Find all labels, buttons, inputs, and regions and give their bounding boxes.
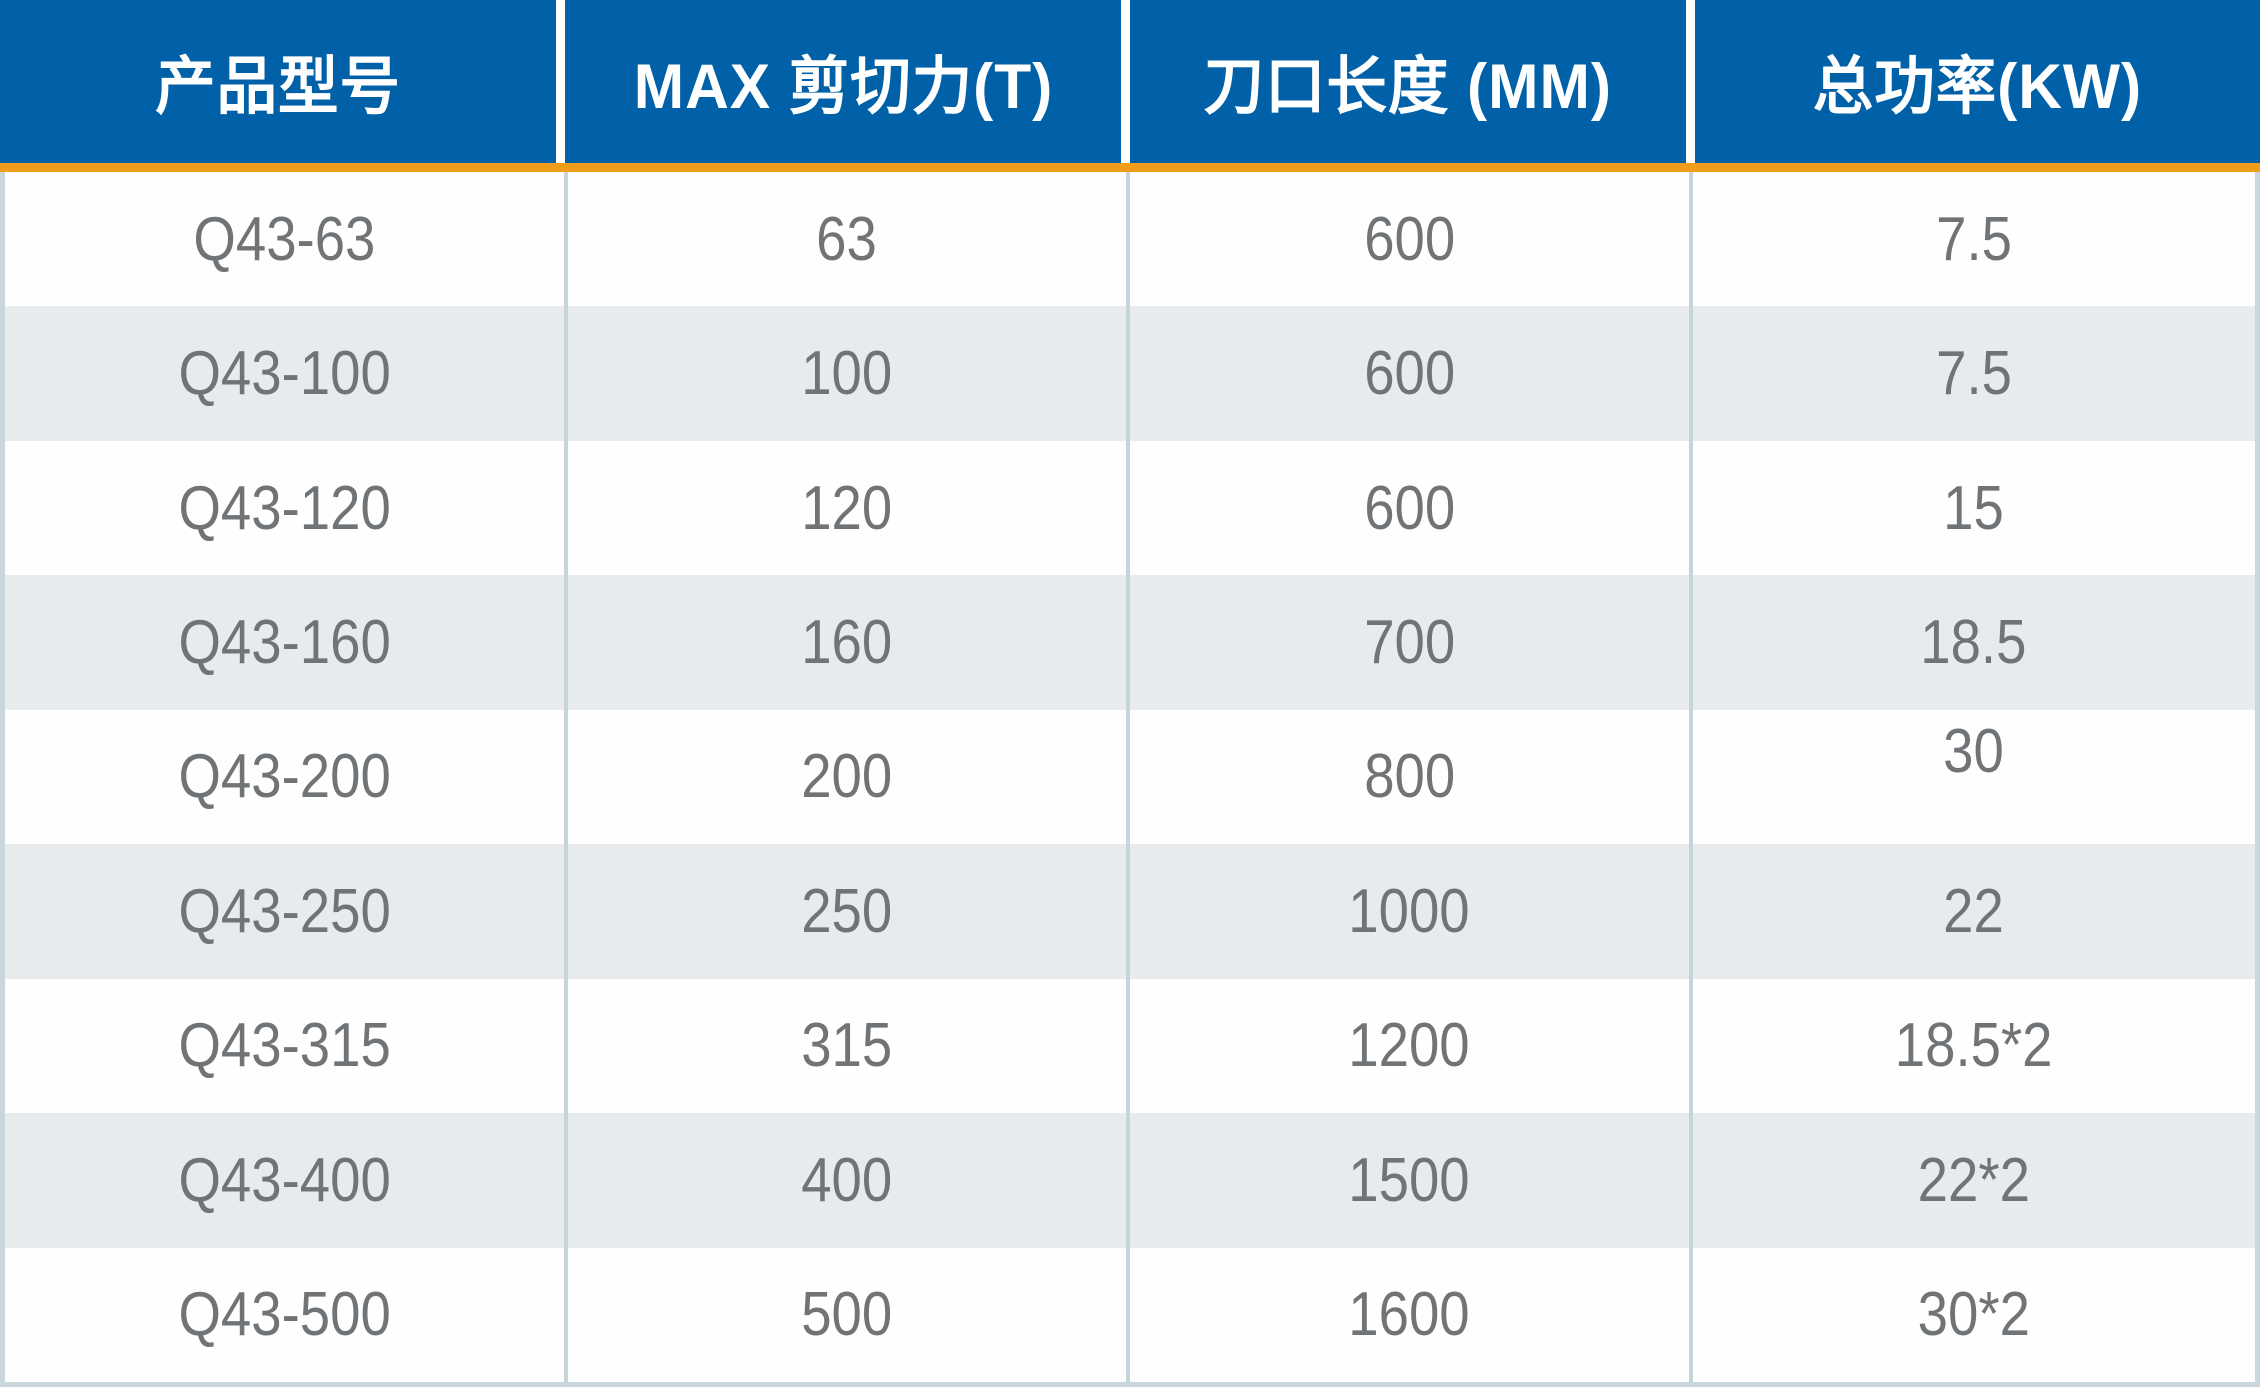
cell-max-shear-text: 120 (801, 473, 893, 543)
cell-total-power-text: 30*2 (1917, 1280, 2030, 1350)
cell-total-power-text: 18.5 (1920, 608, 2027, 678)
cell-model-text: Q43-63 (193, 204, 376, 274)
cell-model: Q43-120 (5, 440, 568, 576)
header-label-model: 产品型号 (155, 52, 401, 122)
cell-total-power-text: 30 (1943, 716, 2005, 786)
header-label-total-power: 总功率(KW) (1812, 52, 2143, 122)
cell-blade-length: 600 (1130, 306, 1693, 441)
cell-model-text: Q43-400 (178, 1145, 391, 1215)
cell-max-shear-text: 200 (801, 742, 893, 812)
cell-max-shear: 500 (568, 1247, 1130, 1382)
cell-total-power-text: 7.5 (1935, 339, 2012, 409)
cell-model-text: Q43-500 (178, 1280, 391, 1350)
cell-blade-length-text: 600 (1363, 339, 1455, 409)
cell-max-shear: 315 (568, 978, 1130, 1114)
cell-max-shear: 250 (568, 844, 1130, 979)
cell-model-text: Q43-100 (178, 339, 391, 409)
cell-blade-length-text: 600 (1363, 204, 1455, 274)
cell-blade-length: 1200 (1130, 978, 1693, 1114)
cell-blade-length-text: 1200 (1348, 1011, 1470, 1081)
cell-total-power: 18.5*2 (1693, 979, 2256, 1113)
cell-max-shear-text: 63 (816, 204, 878, 274)
table-row: Q43-100 100 600 7.5 (5, 306, 2256, 441)
cell-total-power: 15 (1693, 441, 2256, 575)
table-row: Q43-160 160 700 18.5 (5, 575, 2256, 710)
cell-model: Q43-315 (5, 978, 568, 1114)
cell-blade-length: 1500 (1130, 1113, 1693, 1248)
cell-max-shear: 200 (568, 709, 1130, 845)
cell-model: Q43-400 (5, 1113, 568, 1248)
cell-max-shear: 63 (568, 172, 1130, 307)
cell-blade-length: 1600 (1130, 1247, 1693, 1382)
header-accent-bar (0, 163, 2260, 172)
cell-total-power-text: 15 (1943, 473, 2005, 543)
table-row: Q43-120 120 600 15 (5, 440, 2256, 576)
cell-model: Q43-200 (5, 709, 568, 845)
header-cell-max-shear: MAX 剪切力(T) (565, 0, 1130, 163)
cell-max-shear: 100 (568, 306, 1130, 441)
cell-total-power: 30 (1693, 710, 2256, 844)
header-label-max-shear: MAX 剪切力(T) (633, 52, 1053, 122)
table-row: Q43-63 63 600 7.5 (5, 172, 2256, 307)
table-row: Q43-315 315 1200 18.5*2 (5, 978, 2256, 1114)
cell-max-shear-text: 100 (801, 339, 893, 409)
header-label-blade-length: 刀口长度 (MM) (1203, 52, 1613, 122)
cell-max-shear: 400 (568, 1113, 1130, 1248)
cell-total-power: 22 (1693, 844, 2256, 978)
cell-blade-length: 700 (1130, 575, 1693, 710)
cell-max-shear-text: 250 (801, 876, 893, 946)
cell-total-power: 7.5 (1693, 172, 2256, 306)
cell-model-text: Q43-120 (178, 473, 391, 543)
cell-blade-length-text: 600 (1363, 473, 1455, 543)
cell-model-text: Q43-315 (178, 1011, 391, 1081)
cell-total-power-text: 22*2 (1917, 1145, 2030, 1215)
cell-max-shear-text: 160 (801, 608, 893, 678)
cell-blade-length-text: 1600 (1348, 1280, 1470, 1350)
cell-model-text: Q43-160 (178, 608, 391, 678)
cell-model-text: Q43-250 (178, 876, 391, 946)
cell-total-power: 18.5 (1693, 575, 2256, 709)
header-cell-total-power: 总功率(KW) (1695, 0, 2260, 163)
cell-total-power: 22*2 (1693, 1113, 2256, 1247)
cell-total-power-text: 7.5 (1935, 204, 2012, 274)
cell-max-shear: 160 (568, 575, 1130, 710)
cell-blade-length-text: 1500 (1348, 1145, 1470, 1215)
cell-model: Q43-63 (5, 172, 568, 307)
cell-model-text: Q43-200 (178, 742, 391, 812)
cell-max-shear-text: 500 (801, 1280, 893, 1350)
table-header-row: 产品型号 MAX 剪切力(T) 刀口长度 (MM) 总功率(KW) (0, 0, 2260, 163)
table-row: Q43-500 500 1600 30*2 (5, 1247, 2256, 1382)
cell-blade-length-text: 800 (1363, 742, 1455, 812)
cell-max-shear: 120 (568, 440, 1130, 576)
table-body: Q43-63 63 600 7.5 Q43-100 100 600 7.5 Q43-120 120… (0, 172, 2260, 1387)
cell-max-shear-text: 315 (801, 1011, 893, 1081)
header-cell-blade-length: 刀口长度 (MM) (1130, 0, 1695, 163)
header-cell-model: 产品型号 (0, 0, 565, 163)
table-row: Q43-200 200 800 30 (5, 709, 2256, 845)
cell-total-power: 30*2 (1693, 1248, 2256, 1382)
cell-blade-length: 600 (1130, 172, 1693, 307)
cell-blade-length: 600 (1130, 440, 1693, 576)
cell-model: Q43-100 (5, 306, 568, 441)
cell-blade-length: 1000 (1130, 844, 1693, 979)
cell-blade-length: 800 (1130, 709, 1693, 845)
cell-model: Q43-160 (5, 575, 568, 710)
cell-total-power-text: 18.5*2 (1894, 1011, 2053, 1081)
cell-blade-length-text: 700 (1363, 608, 1455, 678)
cell-total-power-text: 22 (1943, 876, 2005, 946)
table-row: Q43-250 250 1000 22 (5, 844, 2256, 979)
cell-model: Q43-250 (5, 844, 568, 979)
cell-model: Q43-500 (5, 1247, 568, 1382)
table-row: Q43-400 400 1500 22*2 (5, 1113, 2256, 1248)
cell-max-shear-text: 400 (801, 1145, 893, 1215)
cell-blade-length-text: 1000 (1348, 876, 1470, 946)
cell-total-power: 7.5 (1693, 306, 2256, 440)
